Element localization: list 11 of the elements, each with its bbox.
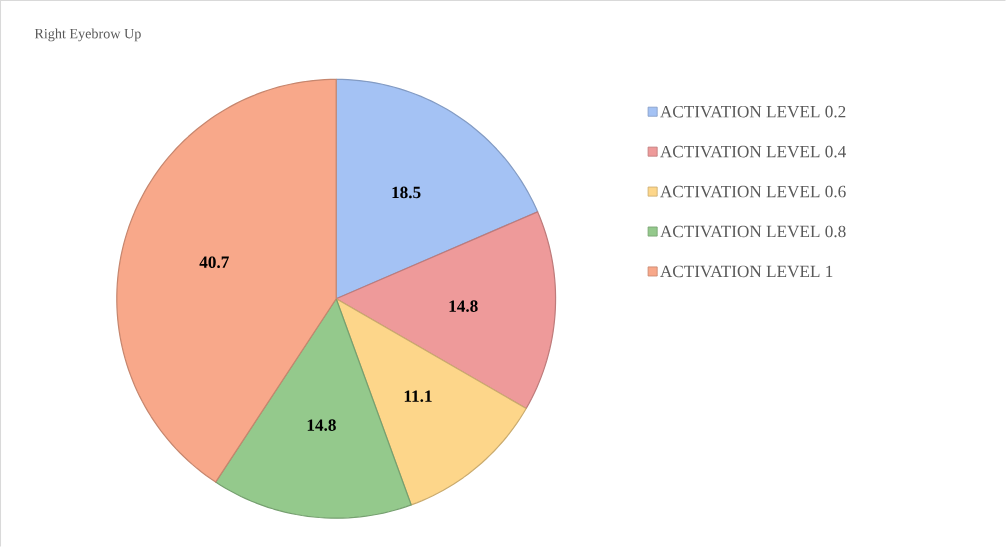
data-label: 18.5: [392, 186, 421, 199]
legend-label: ACTIVATION LEVEL 0.2: [660, 105, 846, 118]
legend-label: ACTIVATION LEVEL 0.6: [660, 185, 846, 198]
legend-label: ACTIVATION LEVEL 0.4: [660, 145, 846, 158]
chart-title: Right Eyebrow Up: [34, 28, 141, 42]
data-label: 14.8: [307, 419, 336, 431]
data-label: 11.1: [404, 390, 432, 403]
data-label: 14.8: [449, 300, 478, 313]
legend-label: ACTIVATION LEVEL 1: [660, 265, 833, 278]
data-label: 40.7: [199, 256, 229, 269]
legend-label: ACTIVATION LEVEL 0.8: [660, 225, 846, 238]
